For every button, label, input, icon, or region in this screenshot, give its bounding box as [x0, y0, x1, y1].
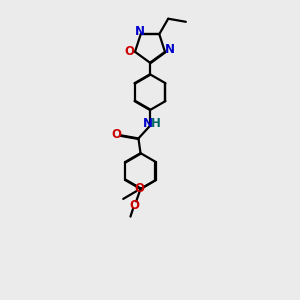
Text: O: O — [124, 45, 134, 58]
Text: O: O — [111, 128, 121, 141]
Text: N: N — [135, 25, 145, 38]
Text: O: O — [129, 199, 139, 212]
Text: N: N — [142, 117, 152, 130]
Text: N: N — [165, 43, 175, 56]
Text: O: O — [135, 182, 145, 195]
Text: H: H — [151, 117, 161, 130]
